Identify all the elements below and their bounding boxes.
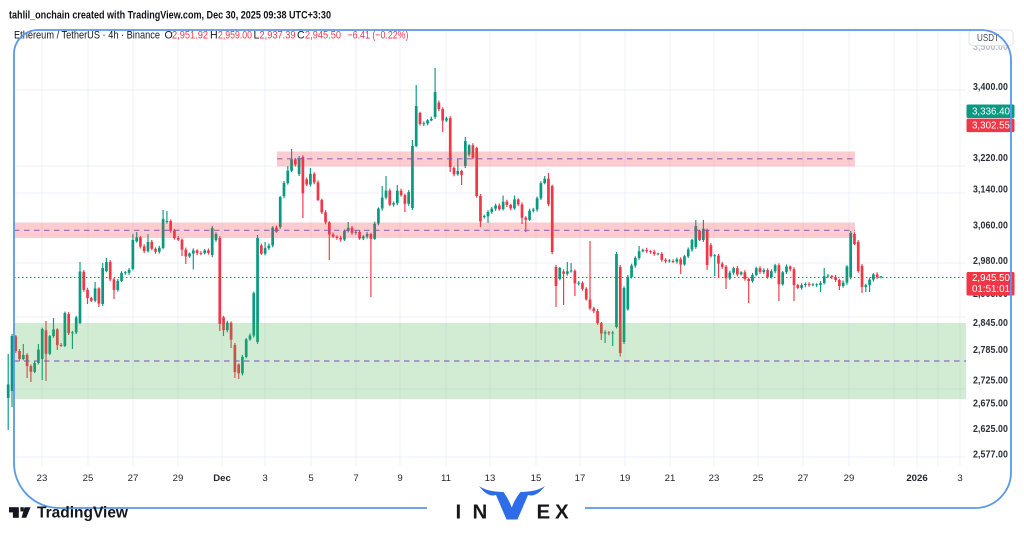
svg-text:9: 9 [397, 473, 402, 484]
svg-text:I: I [456, 501, 462, 524]
svg-text:3,220.00: 3,220.00 [973, 153, 1008, 164]
svg-text:3: 3 [262, 473, 267, 484]
svg-text:27: 27 [798, 473, 809, 484]
svg-text:2,945.50: 2,945.50 [972, 273, 1010, 284]
svg-text:2,577.00: 2,577.00 [973, 450, 1008, 461]
svg-text:25: 25 [753, 473, 764, 484]
svg-text:27: 27 [128, 473, 139, 484]
svg-text:2,945.50: 2,945.50 [305, 30, 341, 42]
svg-text:3,302.55: 3,302.55 [972, 120, 1010, 131]
svg-text:E: E [537, 501, 551, 524]
svg-text:3: 3 [957, 473, 962, 484]
svg-text:23: 23 [37, 473, 48, 484]
svg-text:2,959.00: 2,959.00 [218, 30, 252, 42]
svg-text:H: H [210, 30, 218, 42]
svg-text:2,951.92: 2,951.92 [172, 30, 208, 42]
svg-text:2,845.00: 2,845.00 [973, 318, 1008, 329]
svg-text:O: O [165, 30, 173, 42]
svg-text:17: 17 [575, 473, 586, 484]
svg-text:N: N [473, 501, 488, 524]
svg-text:01:51:01: 01:51:01 [972, 284, 1010, 295]
svg-text:2026: 2026 [906, 473, 927, 484]
svg-text:25: 25 [83, 473, 94, 484]
svg-text:3,140.00: 3,140.00 [973, 185, 1008, 196]
svg-text:3,400.00: 3,400.00 [973, 82, 1008, 93]
svg-text:2,625.00: 2,625.00 [973, 424, 1008, 435]
svg-text:Dec: Dec [213, 473, 231, 484]
svg-text:29: 29 [844, 473, 855, 484]
svg-text:7: 7 [353, 473, 358, 484]
svg-text:tahlil_onchain created with Tr: tahlil_onchain created with TradingView.… [9, 10, 331, 22]
svg-text:C: C [297, 30, 305, 42]
svg-text:Ethereum / TetherUS · 4h · Bin: Ethereum / TetherUS · 4h · Binance [14, 30, 160, 42]
svg-text:3,336.40: 3,336.40 [972, 106, 1010, 117]
svg-text:5: 5 [308, 473, 313, 484]
svg-text:2,675.00: 2,675.00 [973, 399, 1008, 410]
svg-text:−6.41 (−0.22%): −6.41 (−0.22%) [348, 30, 409, 42]
svg-text:USDT: USDT [977, 33, 999, 44]
svg-text:3,060.00: 3,060.00 [973, 221, 1008, 232]
svg-text:2,937.39: 2,937.39 [260, 30, 296, 42]
svg-text:2,980.00: 2,980.00 [973, 256, 1008, 267]
svg-text:19: 19 [620, 473, 631, 484]
svg-text:X: X [555, 501, 569, 524]
svg-text:23: 23 [709, 473, 720, 484]
svg-text:L: L [254, 30, 260, 42]
svg-text:15: 15 [531, 473, 542, 484]
svg-text:13: 13 [485, 473, 496, 484]
svg-text:29: 29 [173, 473, 184, 484]
svg-text:TradingView: TradingView [37, 505, 129, 522]
svg-text:2,785.00: 2,785.00 [973, 345, 1008, 356]
svg-text:11: 11 [441, 473, 451, 484]
svg-text:21: 21 [665, 473, 676, 484]
svg-text:2,725.00: 2,725.00 [973, 376, 1008, 387]
svg-text:3,500.00: 3,500.00 [973, 42, 1008, 53]
